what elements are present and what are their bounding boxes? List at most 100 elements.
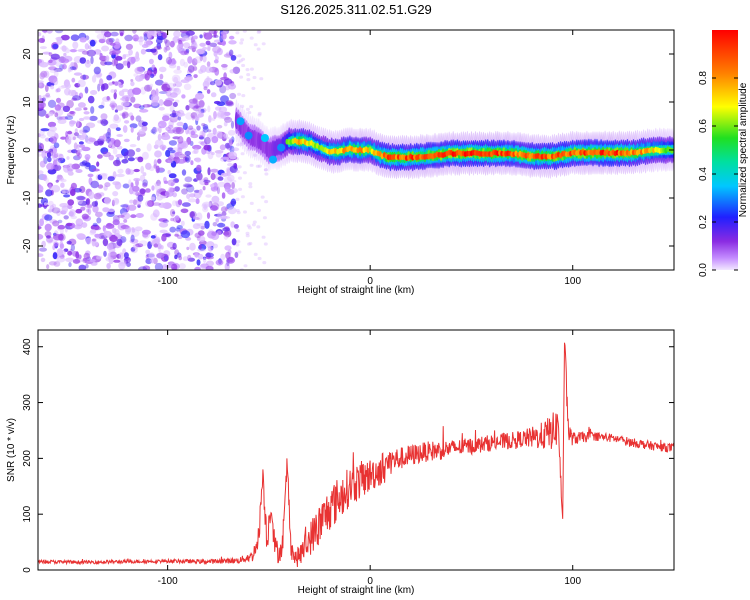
noise-speckle	[174, 186, 180, 192]
noise-speckle	[154, 182, 159, 187]
noise-speckle	[68, 211, 74, 217]
noise-speckle	[138, 266, 148, 270]
noise-speckle	[165, 46, 171, 51]
noise-speckle	[63, 248, 69, 252]
noise-speckle	[104, 182, 111, 188]
noise-speckle	[177, 199, 183, 206]
noise-speckle	[176, 225, 183, 230]
noise-speckle	[118, 83, 124, 88]
noise-speckle	[92, 168, 100, 172]
noise-speckle	[127, 204, 137, 211]
noise-speckle	[168, 140, 177, 146]
noise-speckle	[83, 252, 91, 260]
noise-speckle	[53, 241, 59, 247]
noise-speckle	[122, 53, 131, 57]
snr-y-ticks: 0 100 200 300 400	[22, 338, 674, 573]
noise-speckle	[52, 220, 60, 227]
noise-speckle	[63, 194, 71, 198]
noise-speckle	[141, 229, 151, 235]
noise-speckle	[129, 199, 134, 204]
noise-speckle	[41, 240, 46, 248]
noise-speckle	[145, 200, 153, 207]
noise-speckle	[137, 156, 144, 163]
noise-speckle	[234, 251, 239, 258]
noise-speckle	[121, 101, 130, 107]
noise-speckle	[76, 223, 81, 228]
noise-speckle	[226, 258, 230, 267]
noise-speckle	[261, 42, 266, 46]
noise-speckle	[203, 86, 208, 91]
noise-speckle	[97, 174, 103, 181]
noise-speckle	[139, 108, 149, 113]
noise-speckle	[79, 144, 86, 148]
noise-speckle	[165, 149, 171, 157]
noise-speckle	[97, 184, 104, 189]
spectrogram-y-tick-label: 0	[22, 147, 33, 153]
noise-speckle	[245, 68, 250, 72]
noise-speckle	[103, 120, 109, 125]
noise-speckle	[176, 158, 186, 164]
noise-speckle	[193, 74, 198, 79]
snr-x-tick-label: 0	[367, 576, 373, 587]
noise-speckle	[216, 201, 224, 207]
noise-speckle	[87, 45, 92, 49]
noise-speckle	[157, 123, 162, 128]
noise-speckle	[145, 188, 151, 193]
noise-speckle	[177, 116, 182, 121]
noise-speckle	[251, 223, 256, 227]
noise-speckle	[181, 188, 188, 195]
noise-speckle	[45, 189, 53, 197]
noise-speckle	[112, 147, 118, 155]
noise-speckle	[85, 237, 92, 245]
noise-speckle	[184, 176, 193, 183]
noise-speckle	[70, 188, 76, 197]
spectrogram-y-tick-label: 10	[22, 96, 33, 108]
noise-speckle	[82, 74, 86, 80]
noise-speckle	[183, 83, 192, 91]
noise-speckle	[38, 184, 44, 193]
noise-speckle	[102, 151, 111, 158]
noise-speckle	[216, 48, 223, 56]
noise-speckle	[183, 42, 191, 49]
snr-x-label: Height of straight line (km)	[298, 585, 415, 596]
noise-speckle	[192, 35, 198, 40]
noise-speckle	[82, 125, 91, 133]
noise-speckle	[210, 92, 217, 98]
noise-speckle	[111, 199, 115, 207]
noise-speckle	[262, 216, 267, 220]
noise-speckle	[209, 81, 216, 86]
ridge-blob	[260, 134, 269, 142]
noise-speckle	[112, 197, 120, 206]
noise-speckle	[156, 42, 162, 50]
noise-speckle	[236, 143, 240, 147]
noise-speckle	[151, 127, 159, 133]
noise-speckle	[183, 61, 188, 68]
noise-speckle	[92, 222, 98, 227]
noise-speckle	[184, 150, 191, 156]
noise-speckle	[106, 243, 114, 250]
noise-speckle	[38, 145, 43, 153]
noise-speckle	[248, 182, 253, 186]
noise-speckle	[47, 156, 52, 163]
noise-speckle	[65, 257, 74, 263]
noise-speckle	[129, 144, 137, 148]
noise-speckle	[249, 67, 254, 71]
noise-speckle	[177, 147, 183, 154]
noise-speckle	[225, 251, 231, 260]
noise-speckle	[115, 127, 121, 131]
noise-speckle	[230, 120, 235, 129]
noise-speckle	[172, 126, 181, 135]
noise-speckle	[166, 82, 176, 89]
noise-speckle	[76, 233, 85, 239]
noise-speckle	[159, 229, 168, 234]
noise-scatter	[38, 30, 269, 270]
noise-speckle	[230, 198, 237, 207]
noise-speckle	[39, 160, 46, 168]
noise-speckle	[175, 127, 185, 135]
noise-speckle	[204, 182, 209, 186]
noise-speckle	[240, 195, 245, 199]
noise-speckle	[79, 161, 87, 167]
noise-speckle	[38, 133, 41, 138]
noise-speckle	[204, 137, 211, 145]
